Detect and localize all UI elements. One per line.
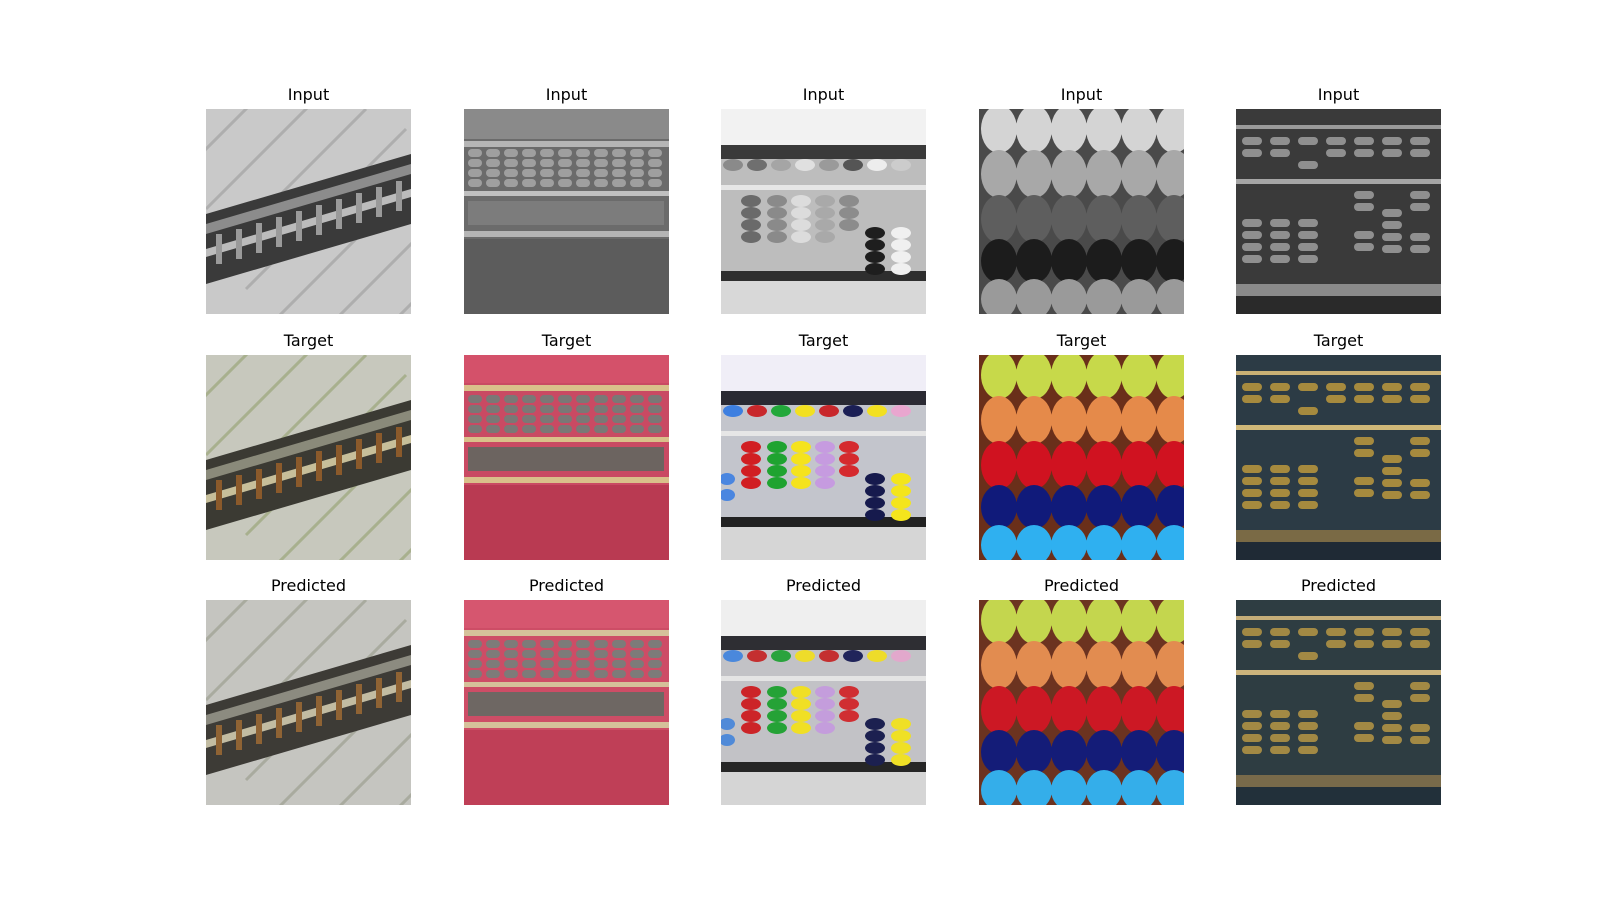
panel-image <box>979 109 1184 314</box>
panel-title: Target <box>798 331 849 350</box>
panel-title: Target <box>1313 331 1364 350</box>
panel-title: Predicted <box>785 576 862 595</box>
panel-image <box>1236 600 1441 805</box>
panel-image <box>1236 355 1441 560</box>
panel-image <box>464 355 669 560</box>
panel-image <box>979 600 1184 805</box>
panel-title: Target <box>283 331 334 350</box>
panel-image <box>979 355 1184 560</box>
panel-image <box>1236 109 1441 314</box>
panel-title: Target <box>1056 331 1107 350</box>
panel-title: Predicted <box>1043 576 1120 595</box>
panel-title: Input <box>802 85 845 104</box>
panel-title: Target <box>541 331 592 350</box>
panel-title: Predicted <box>1300 576 1377 595</box>
panel-image <box>206 109 411 314</box>
panel-title: Predicted <box>270 576 347 595</box>
panel-image <box>721 600 926 805</box>
panel-image <box>721 109 926 314</box>
panel-image <box>464 600 669 805</box>
panel-image <box>206 355 411 560</box>
panel-image <box>206 600 411 805</box>
panel-title: Input <box>1060 85 1103 104</box>
panel-title: Input <box>287 85 330 104</box>
panel-title: Input <box>1317 85 1360 104</box>
panel-title: Input <box>545 85 588 104</box>
panel-image <box>721 355 926 560</box>
panel-title: Predicted <box>528 576 605 595</box>
panel-image <box>464 109 669 314</box>
